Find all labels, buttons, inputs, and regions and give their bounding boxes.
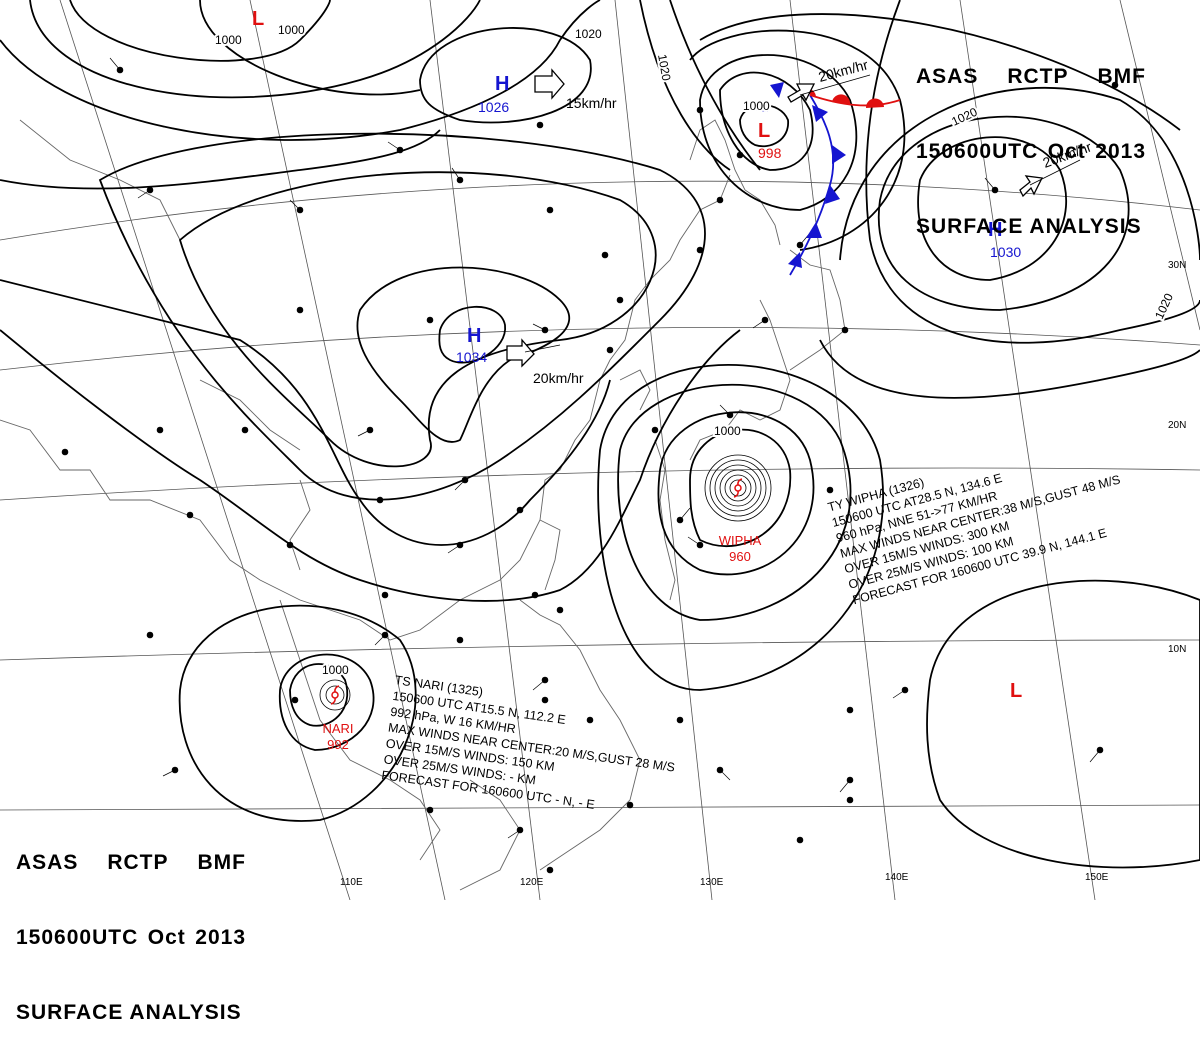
header-station-code: RCTP: [1007, 65, 1069, 88]
coastlines: [0, 119, 846, 891]
surface-analysis-map: 1000 1000 1000 1000 1020 1020 1020 1020 …: [0, 0, 1200, 900]
isobar-label: 1000: [714, 424, 741, 438]
typhoon-pressure-nari: 992: [327, 737, 349, 752]
cold-front: [752, 82, 846, 276]
warm-front: [800, 88, 901, 108]
header-product-code: ASAS: [916, 65, 979, 88]
typhoon-name-wipha: WIPHA: [719, 533, 762, 548]
high-center-value: 1034: [456, 349, 487, 365]
isobar-label: 1020: [575, 27, 602, 41]
header-year: 2013: [1095, 140, 1146, 163]
header-year: 2013: [195, 926, 246, 949]
high-center-value: 1026: [478, 99, 509, 115]
longitude-label: 110E: [340, 877, 363, 888]
pressure-centers: H 1026 H 1034 H 1030 L 998 L L: [252, 8, 1022, 702]
header-office-code: BMF: [1097, 65, 1146, 88]
station-plots: [61, 66, 1119, 874]
header-line-1: ASAS RCTP BMF: [16, 850, 246, 875]
chart-header-bottom-left: ASAS RCTP BMF 150600UTC Oct 2013 SURFACE…: [16, 800, 246, 1050]
motion-label: 20km/hr: [533, 370, 584, 386]
header-product-code: ASAS: [16, 851, 79, 874]
isobar-label: 1020: [655, 53, 673, 82]
latitude-label: 20N: [1168, 420, 1186, 431]
typhoon-symbol-nari: [330, 685, 340, 705]
header-line-2: 150600UTC Oct 2013: [916, 139, 1146, 164]
isobar-label: 1000: [322, 663, 349, 677]
latitude-label: 30N: [1168, 260, 1186, 271]
typhoon-labels: WIPHA 960 NARI 992: [322, 533, 761, 752]
isobar-label: 1000: [278, 23, 305, 37]
header-valid-time: 150600UTC: [916, 140, 1039, 163]
header-line-1: ASAS RCTP BMF: [916, 64, 1146, 89]
header-chart-title: SURFACE ANALYSIS: [916, 215, 1142, 238]
high-center-letter: H: [988, 219, 1002, 241]
high-center-value: 1030: [990, 244, 1021, 260]
header-month: Oct: [1047, 140, 1086, 163]
high-center-letter: H: [495, 73, 509, 95]
motion-label: 15km/hr: [566, 95, 617, 111]
header-chart-title: SURFACE ANALYSIS: [16, 1001, 242, 1024]
low-center-value: 998: [758, 145, 782, 161]
motion-guides: [524, 74, 1081, 353]
graticule-labels: 110E 120E 130E 140E 150E 30N 20N 10N: [340, 260, 1186, 888]
low-center-letter: L: [758, 120, 770, 142]
typhoon-pressure-wipha: 960: [729, 549, 751, 564]
low-center-letter: L: [1010, 680, 1022, 702]
header-office-code: BMF: [197, 851, 246, 874]
latitude-label: 10N: [1168, 644, 1186, 655]
low-center-letter: L: [252, 8, 264, 30]
high-center-letter: H: [467, 325, 481, 347]
motion-label: 20km/hr: [817, 56, 870, 85]
longitude-label: 140E: [885, 872, 909, 883]
nari-inner-rings: [319, 679, 351, 711]
longitude-label: 120E: [520, 877, 544, 888]
header-month: Oct: [147, 926, 186, 949]
station-wind-barbs: [109, 57, 1101, 839]
wipha-inner-rings: [704, 454, 772, 522]
typhoon-name-nari: NARI: [322, 721, 353, 736]
header-line-2: 150600UTC Oct 2013: [16, 925, 246, 950]
typhoon-symbol-wipha: [733, 478, 743, 498]
isobar-label: 1000: [215, 33, 242, 47]
header-valid-time: 150600UTC: [16, 926, 139, 949]
chart-header-top-right: ASAS RCTP BMF 150600UTC Oct 2013 SURFACE…: [916, 14, 1146, 264]
isobar-label: 1000: [743, 99, 770, 113]
longitude-label: 150E: [1085, 872, 1109, 883]
motion-arrows: [506, 68, 1043, 368]
longitude-label: 130E: [700, 877, 724, 888]
header-station-code: RCTP: [107, 851, 169, 874]
